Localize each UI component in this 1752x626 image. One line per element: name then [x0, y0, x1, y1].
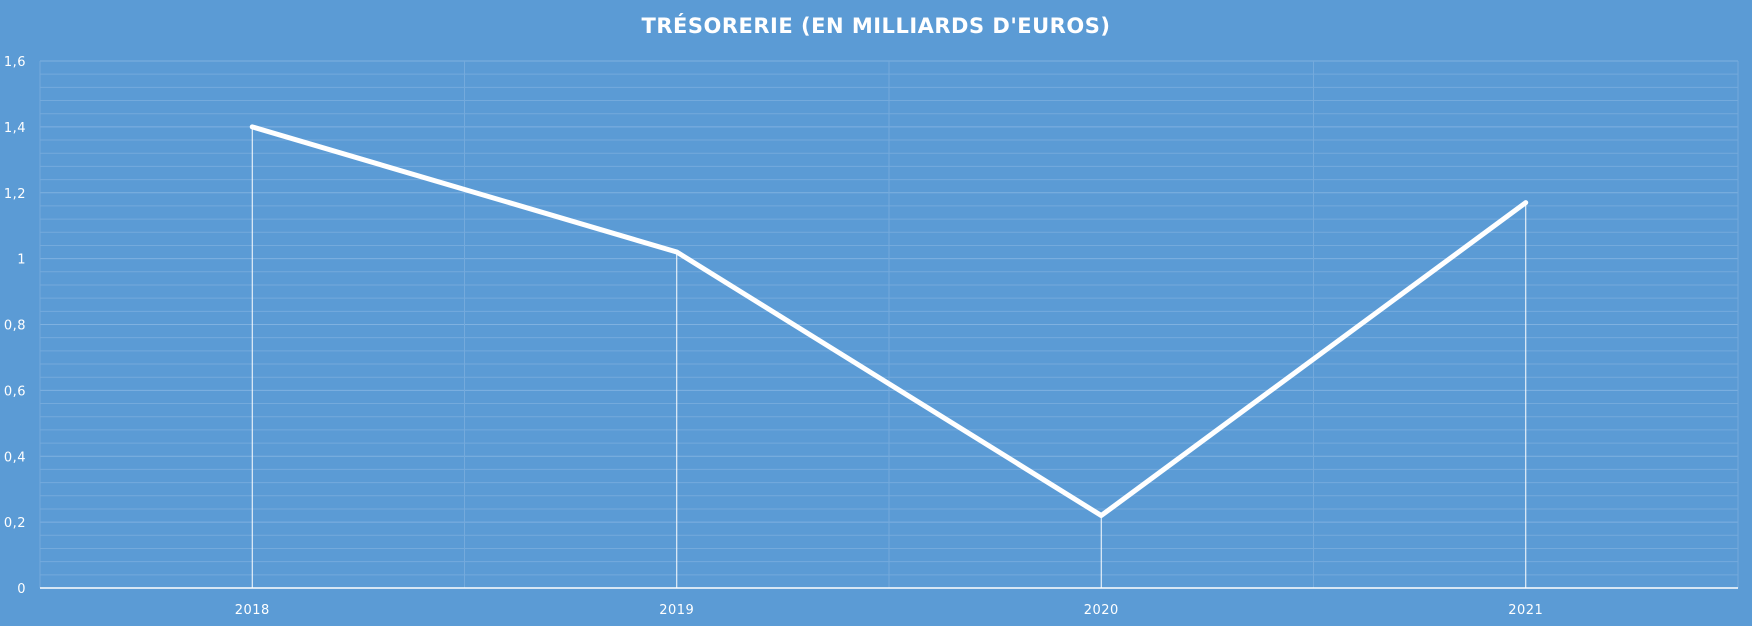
data-point [1099, 513, 1104, 518]
x-axis-ticks: 2018 2019 2020 2021 [235, 603, 1543, 618]
y-tick-label: 0 [17, 582, 26, 597]
x-tick-label: 2019 [659, 603, 694, 618]
chart-title: TRÉSORERIE (EN MILLIARDS D'EUROS) [642, 13, 1111, 38]
y-tick-label: 1,2 [4, 187, 26, 202]
x-tick-label: 2021 [1508, 603, 1543, 618]
data-point [250, 124, 255, 129]
y-tick-label: 1 [17, 253, 26, 268]
y-tick-label: 0,4 [4, 450, 26, 465]
y-tick-label: 1,4 [4, 121, 26, 136]
x-tick-label: 2020 [1084, 603, 1119, 618]
series-line [249, 124, 1529, 519]
x-tick-label: 2018 [235, 603, 270, 618]
y-axis-ticks: 0 0,2 0,4 0,6 0,8 1 1,2 1,4 1,6 [4, 55, 26, 597]
data-point [1523, 200, 1528, 205]
data-point [674, 250, 679, 255]
y-tick-label: 1,6 [4, 55, 26, 70]
y-tick-label: 0,8 [4, 319, 26, 334]
y-tick-label: 0,2 [4, 516, 26, 531]
vertical-grid [39, 61, 1739, 588]
drop-lines [251, 126, 1527, 588]
y-tick-label: 0,6 [4, 384, 26, 399]
series-group [249, 124, 1529, 519]
